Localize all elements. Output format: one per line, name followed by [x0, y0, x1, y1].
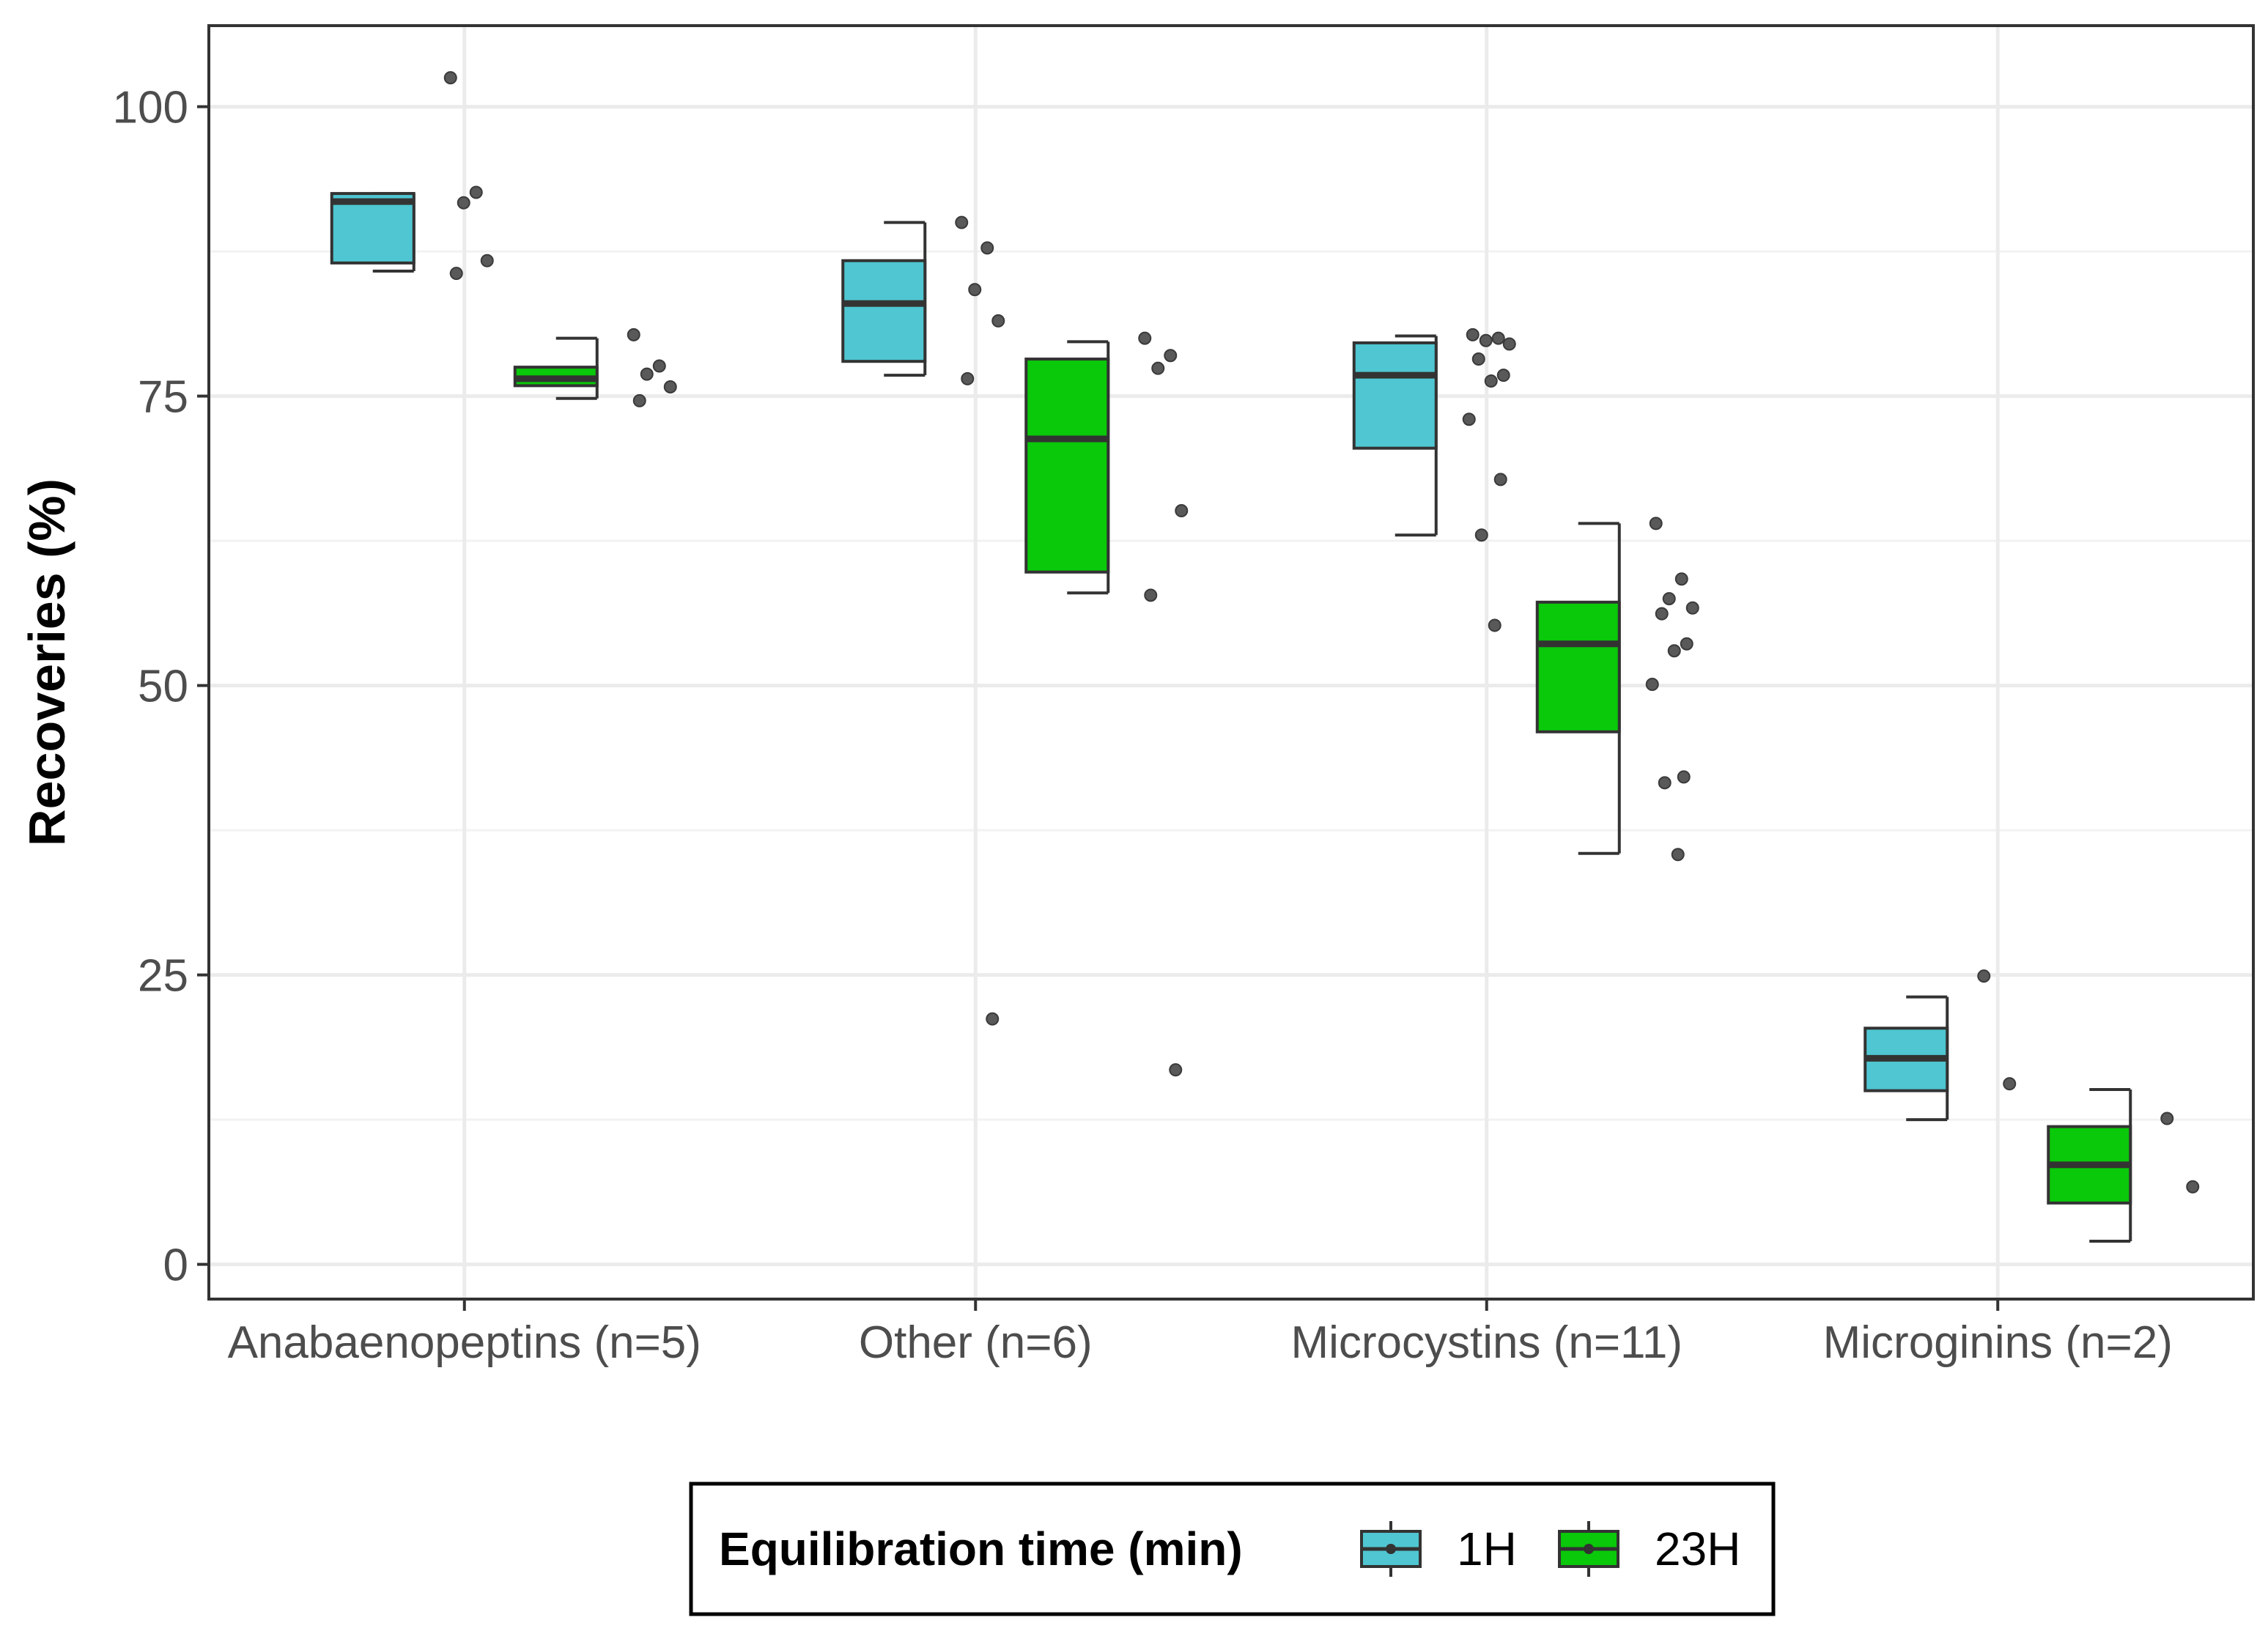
- legend: Equilibration time (min) 1H 23H: [689, 1482, 1776, 1616]
- legend-key-1H: 1H: [1360, 1521, 1517, 1577]
- legend-key-23H: 23H: [1558, 1521, 1740, 1577]
- data-point: [449, 267, 463, 281]
- data-point: [1658, 776, 1672, 790]
- data-point: [2003, 1077, 2017, 1091]
- box-iqr: [330, 192, 415, 265]
- data-point: [955, 215, 969, 229]
- data-point: [1680, 637, 1693, 651]
- data-point: [1488, 618, 1501, 632]
- data-point: [627, 328, 640, 341]
- data-point: [1151, 361, 1165, 375]
- box-iqr: [1535, 600, 1621, 733]
- data-point: [2186, 1180, 2200, 1194]
- box-1H-2: [1352, 334, 1438, 537]
- data-point: [1462, 413, 1476, 426]
- data-point: [1144, 588, 1158, 602]
- data-point: [480, 254, 494, 267]
- data-point: [1466, 328, 1480, 341]
- box-23H-2: [1535, 522, 1621, 855]
- data-point: [652, 359, 666, 373]
- legend-key-point: [1584, 1544, 1594, 1554]
- data-point: [1649, 517, 1663, 530]
- box-23H-3: [2047, 1088, 2132, 1243]
- data-point: [1685, 601, 1699, 615]
- box-23H-0: [513, 336, 599, 400]
- data-point: [980, 241, 994, 255]
- x-tick-label: Other (n=6): [859, 1317, 1093, 1368]
- legend-label: 1H: [1457, 1523, 1517, 1575]
- grid-lines: [209, 26, 2253, 1299]
- data-point: [457, 196, 470, 210]
- data-point: [1645, 678, 1659, 692]
- y-tick-label: 75: [138, 372, 188, 423]
- legend-title: Equilibration time (min): [719, 1523, 1243, 1575]
- y-tick-label: 100: [113, 83, 188, 133]
- data-point: [968, 283, 982, 297]
- box-23H-1: [1024, 340, 1110, 595]
- data-point: [1674, 572, 1688, 586]
- data-point: [1471, 352, 1485, 366]
- box-iqr: [1024, 358, 1110, 574]
- data-point: [1138, 331, 1152, 345]
- data-point: [986, 1012, 1000, 1026]
- y-tick-label: 0: [163, 1240, 188, 1291]
- legend-key-point: [1386, 1544, 1396, 1554]
- data-point: [1677, 770, 1691, 784]
- box-iqr: [841, 259, 927, 363]
- box-series: [330, 192, 2132, 1243]
- data-point: [2160, 1112, 2174, 1125]
- y-tick-label: 25: [138, 951, 188, 1002]
- data-point: [1493, 473, 1507, 487]
- plot-panel-border: [207, 24, 2255, 1301]
- data-point: [991, 314, 1005, 328]
- data-point: [1671, 848, 1685, 862]
- data-point: [469, 185, 483, 199]
- box-1H-3: [1863, 995, 1949, 1122]
- data-point: [961, 371, 975, 385]
- x-tick-label: Anabaenopeptins (n=5): [228, 1317, 701, 1368]
- box-iqr: [1352, 341, 1438, 450]
- data-point: [640, 367, 654, 381]
- x-tick-label: Microcystins (n=11): [1290, 1317, 1682, 1368]
- data-point: [1491, 331, 1505, 345]
- y-axis-title: Recoveries (%): [18, 478, 75, 846]
- data-point: [1164, 349, 1178, 363]
- box-1H-0: [330, 192, 415, 273]
- data-point: [1496, 369, 1510, 382]
- data-point: [1662, 592, 1676, 606]
- data-point: [1479, 333, 1493, 347]
- data-point: [1175, 504, 1189, 518]
- data-point: [1655, 607, 1669, 621]
- data-point: [1667, 644, 1681, 658]
- data-points: [443, 71, 2200, 1194]
- legend-label: 23H: [1655, 1523, 1740, 1575]
- data-point: [1484, 374, 1498, 388]
- data-point: [1977, 969, 1991, 983]
- data-point: [663, 380, 677, 393]
- data-point: [632, 393, 646, 407]
- data-point: [1169, 1063, 1183, 1077]
- box-1H-1: [841, 221, 927, 377]
- axes: 0 25 50 75 100 Anabaenopeptins (n=5) Other (n=…: [113, 83, 2173, 1368]
- data-point: [1502, 337, 1516, 351]
- data-point: [1474, 528, 1488, 542]
- y-tick-label: 50: [138, 662, 188, 712]
- data-point: [443, 71, 457, 85]
- legend-keys: 1H 23H: [1360, 1521, 1740, 1577]
- x-tick-label: Microginins (n=2): [1823, 1317, 2173, 1368]
